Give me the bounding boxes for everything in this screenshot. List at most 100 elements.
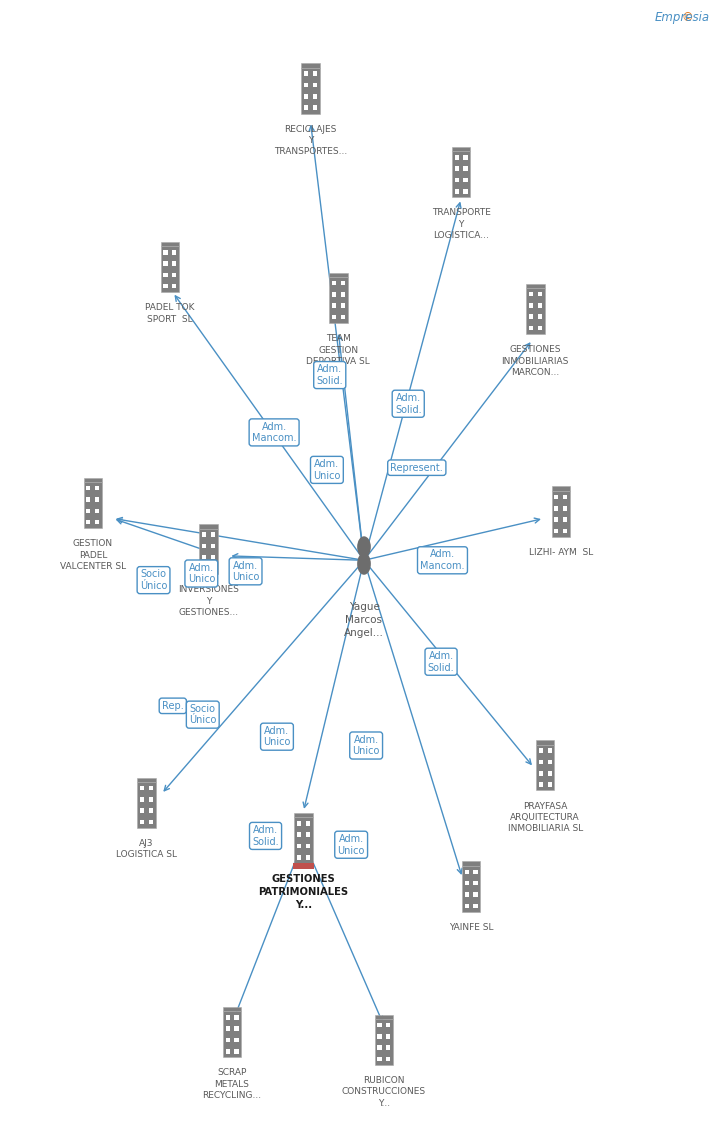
Bar — [332, 304, 336, 308]
Bar — [454, 178, 459, 182]
Bar — [199, 529, 218, 575]
Bar — [539, 782, 543, 786]
Bar — [199, 524, 218, 529]
Bar — [202, 532, 206, 537]
Bar — [555, 529, 558, 533]
Bar — [202, 543, 206, 548]
Bar — [297, 855, 301, 860]
Text: Represent.: Represent. — [390, 462, 443, 472]
Text: Adm.
Unico: Adm. Unico — [338, 834, 365, 855]
Text: Socio
Único: Socio Único — [189, 704, 216, 726]
Bar — [84, 483, 102, 528]
Bar — [137, 782, 156, 828]
Bar — [452, 147, 470, 152]
Bar — [387, 1045, 390, 1050]
Bar — [164, 284, 167, 288]
Text: GESTIONES
PATRIMONIALES
Y...: GESTIONES PATRIMONIALES Y... — [258, 874, 349, 910]
Bar — [149, 798, 153, 802]
Bar — [149, 809, 153, 813]
Text: PADEL TOK
SPORT  SL: PADEL TOK SPORT SL — [145, 304, 194, 324]
Bar — [464, 903, 469, 908]
Bar — [329, 277, 347, 323]
Text: Yague
Marcos
Angel...: Yague Marcos Angel... — [344, 602, 384, 638]
Bar — [223, 1007, 241, 1011]
Text: TRANSPORTE
Y
LOGISTICA...: TRANSPORTE Y LOGISTICA... — [432, 208, 491, 241]
Bar — [378, 1023, 381, 1027]
Bar — [341, 315, 345, 320]
Bar — [462, 862, 480, 866]
Text: Empresia: Empresia — [655, 11, 710, 25]
Bar — [306, 832, 310, 837]
Bar — [164, 261, 167, 266]
Bar — [387, 1034, 390, 1038]
Text: Adm.
Solid.: Adm. Solid. — [252, 825, 279, 847]
Bar — [161, 246, 179, 292]
Bar — [464, 892, 469, 897]
Bar — [84, 478, 102, 483]
Bar — [547, 748, 552, 753]
Bar — [375, 1019, 393, 1065]
Bar — [555, 506, 558, 511]
Text: AJ3
LOGISTICA SL: AJ3 LOGISTICA SL — [116, 839, 177, 860]
Bar — [473, 881, 478, 885]
Text: SCRAP
METALS
RECYCLING...: SCRAP METALS RECYCLING... — [202, 1069, 261, 1100]
Bar — [202, 555, 206, 559]
Text: GESTIONES
INMOBILIARIAS
MARCON...: GESTIONES INMOBILIARIAS MARCON... — [502, 345, 569, 377]
Bar — [464, 881, 469, 885]
Bar — [539, 771, 543, 775]
Bar — [164, 272, 167, 277]
Bar — [234, 1015, 239, 1019]
Bar — [306, 821, 310, 826]
Bar — [294, 818, 312, 863]
Bar — [306, 844, 310, 848]
Bar — [95, 486, 100, 490]
Bar — [87, 497, 90, 502]
Bar — [454, 166, 459, 171]
Bar — [149, 785, 153, 791]
Bar — [161, 242, 179, 246]
Bar — [555, 518, 558, 522]
Bar — [140, 820, 144, 825]
Bar — [547, 782, 552, 786]
Bar — [313, 82, 317, 88]
Bar — [539, 748, 543, 753]
Bar — [304, 106, 308, 110]
Text: Adm.
Unico: Adm. Unico — [313, 459, 341, 480]
Bar — [293, 863, 314, 868]
Bar — [473, 892, 478, 897]
Bar — [301, 68, 320, 114]
Bar — [563, 506, 567, 511]
Bar — [332, 281, 336, 286]
Bar — [297, 821, 301, 826]
Bar — [464, 189, 467, 193]
Bar — [87, 520, 90, 524]
Bar — [173, 261, 176, 266]
Bar — [454, 189, 459, 193]
Bar — [563, 495, 567, 500]
Bar — [378, 1034, 381, 1038]
Bar — [226, 1037, 229, 1043]
Bar — [538, 291, 542, 297]
Bar — [95, 497, 100, 502]
Bar — [529, 303, 533, 308]
Bar — [294, 812, 312, 818]
Bar — [234, 1026, 239, 1030]
Bar — [538, 315, 542, 320]
Bar — [173, 250, 176, 254]
Bar — [552, 486, 570, 490]
Ellipse shape — [357, 552, 371, 575]
Bar — [211, 555, 215, 559]
Text: INVERSIONES
Y
GESTIONES...: INVERSIONES Y GESTIONES... — [178, 585, 239, 618]
Bar — [87, 508, 90, 513]
Bar — [375, 1015, 393, 1019]
Bar — [173, 284, 176, 288]
Bar — [538, 326, 542, 331]
Text: RECICLAJES
Y
TRANSPORTES...: RECICLAJES Y TRANSPORTES... — [274, 125, 347, 156]
Text: Adm.
Unico: Adm. Unico — [188, 562, 215, 584]
Text: GESTION
PADEL
VALCENTER SL: GESTION PADEL VALCENTER SL — [60, 539, 126, 572]
Text: Socio
Único: Socio Único — [140, 569, 167, 591]
Bar — [341, 292, 345, 297]
Bar — [464, 155, 467, 160]
Bar — [234, 1048, 239, 1054]
Bar — [140, 809, 144, 813]
